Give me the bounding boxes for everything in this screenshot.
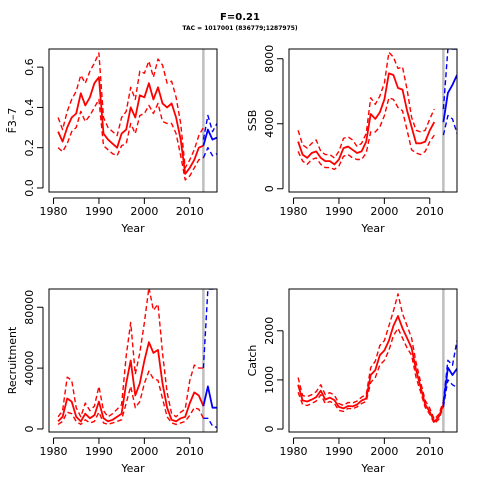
y-axis-label: SSB [246,110,259,132]
x-tick-label: 2010 [416,445,444,458]
projection-lower-line [442,379,457,408]
y-axis: 0.0 0.2 0.4 0.6 [23,58,44,197]
y-tick-label: 0.6 [23,58,36,76]
x-tick-label: 1980 [40,445,68,458]
plot-frame [48,288,218,433]
historic-lower-line [297,97,435,171]
figure-title: F=0.21 [220,12,260,23]
projection-upper-line [202,289,217,369]
historic-lower-line [57,370,205,426]
y-axis: 0 4000 8000 [263,45,284,192]
y-axis: 0 40000 80000 [23,290,44,432]
y-tick-label: 0.4 [23,99,36,117]
y-axis: 0 1000 2000 [263,317,284,433]
historic-median-line [297,72,436,166]
plot-frame [288,288,458,433]
x-tick-label: 2000 [130,445,158,458]
historic-lower-line [297,327,445,425]
y-tick-label: 1000 [263,366,276,394]
x-axis-label: Year [120,462,145,475]
x-tick-label: 1990 [85,205,113,218]
x-axis: 1980 1990 2000 2010 [40,437,204,458]
x-tick-label: 1990 [325,445,353,458]
y-tick-label: 4000 [263,110,276,138]
historic-lower-line [57,98,204,181]
y-tick-label: 0 [263,185,276,192]
panel-fbar: 1980 1990 2000 2010 0.0 0.2 0.4 0.6 Year F̄3–7 [6,48,218,235]
plot-frame [48,48,218,193]
projection-median-line [202,385,217,409]
series-group [297,49,457,171]
y-tick-label: 0.0 [23,179,36,197]
x-tick-label: 2010 [176,445,204,458]
historic-median-line [297,315,445,423]
x-tick-label: 1980 [40,205,68,218]
x-axis: 1980 1990 2000 2010 [280,197,444,218]
historic-upper-line [297,51,435,159]
y-axis-label: Catch [246,345,259,377]
x-tick-label: 1990 [325,205,353,218]
projection-upper-line [202,114,217,140]
x-tick-label: 1990 [85,445,113,458]
x-axis-label: Year [360,462,385,475]
figure-subtitle: TAC = 1017001 (836779;1287975) [182,25,298,32]
x-tick-label: 2000 [370,445,398,458]
series-group [57,52,217,181]
projection-lower-line [202,146,217,159]
y-tick-label: 2000 [263,317,276,345]
plot-frame [288,48,458,193]
projection-median-line [442,366,457,405]
historic-median-line [57,341,205,423]
y-axis-label: F̄3–7 [6,108,19,134]
panel-catch: 1980 1990 2000 2010 0 1000 2000 Year Catch [246,288,458,475]
historic-upper-line [57,52,205,169]
y-tick-label: 0 [263,426,276,433]
historic-upper-line [297,293,445,420]
y-tick-label: 40000 [23,351,36,386]
historic-upper-line [57,289,204,418]
historic-median-line [57,76,204,175]
y-tick-label: 0.2 [23,139,36,157]
x-axis-label: Year [360,222,385,235]
x-tick-label: 2010 [176,205,204,218]
x-tick-label: 1980 [280,445,308,458]
panel-ssb: 1980 1990 2000 2010 0 4000 8000 Year SSB [246,45,458,235]
x-tick-label: 2010 [416,205,444,218]
projection-lower-line [442,114,457,136]
x-axis: 1980 1990 2000 2010 [280,437,444,458]
y-axis-label: Recruitment [6,326,19,394]
panels: 1980 1990 2000 20100.00.20.40.6YearF̄3–7198… [6,45,458,475]
y-tick-label: 0 [23,425,36,432]
x-tick-label: 2000 [130,205,158,218]
x-tick-label: 2000 [370,205,398,218]
series-group [297,293,457,425]
panel-recruitment: 1980 1990 2000 2010 0 40000 80000 Year Recruitme… [6,288,218,475]
x-axis: 1980 1990 2000 2010 [40,197,204,218]
series-group [57,289,217,429]
y-tick-label: 8000 [263,45,276,73]
projection-median-line [442,74,457,123]
y-tick-label: 80000 [23,290,36,325]
projection-median-line [202,128,217,146]
projection-lower-line [203,417,217,429]
x-axis-label: Year [120,222,145,235]
x-tick-label: 1980 [280,205,308,218]
